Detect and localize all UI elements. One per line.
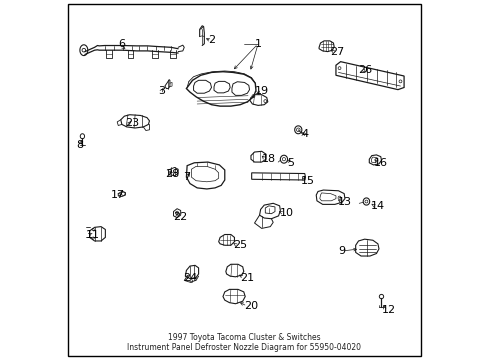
Text: 11: 11 bbox=[86, 230, 100, 239]
Text: 14: 14 bbox=[370, 201, 384, 211]
Text: 4: 4 bbox=[301, 129, 307, 139]
Text: 26: 26 bbox=[358, 64, 372, 75]
Text: 28: 28 bbox=[164, 168, 179, 179]
Text: 24: 24 bbox=[183, 273, 197, 283]
Text: 20: 20 bbox=[244, 301, 257, 311]
Text: 13: 13 bbox=[337, 197, 351, 207]
Text: 27: 27 bbox=[329, 46, 344, 57]
Text: 9: 9 bbox=[338, 246, 345, 256]
Text: 12: 12 bbox=[381, 305, 395, 315]
Text: 22: 22 bbox=[173, 212, 187, 221]
Text: 15: 15 bbox=[301, 176, 315, 186]
Text: 1: 1 bbox=[255, 39, 262, 49]
Text: 6: 6 bbox=[118, 40, 125, 49]
Text: 25: 25 bbox=[233, 240, 246, 250]
Text: 2: 2 bbox=[207, 35, 215, 45]
Text: 8: 8 bbox=[77, 140, 83, 150]
Text: 17: 17 bbox=[111, 190, 125, 200]
Text: 1997 Toyota Tacoma Cluster & Switches
Instrument Panel Defroster Nozzle Diagram : 1997 Toyota Tacoma Cluster & Switches In… bbox=[127, 333, 361, 352]
Text: 23: 23 bbox=[125, 118, 139, 128]
Text: 10: 10 bbox=[279, 208, 293, 218]
Text: 18: 18 bbox=[261, 154, 275, 164]
Text: 3: 3 bbox=[158, 86, 164, 96]
Text: 16: 16 bbox=[373, 158, 387, 168]
Text: 5: 5 bbox=[286, 158, 293, 168]
Text: 21: 21 bbox=[240, 273, 254, 283]
Text: 19: 19 bbox=[254, 86, 268, 96]
Text: 7: 7 bbox=[183, 172, 190, 182]
